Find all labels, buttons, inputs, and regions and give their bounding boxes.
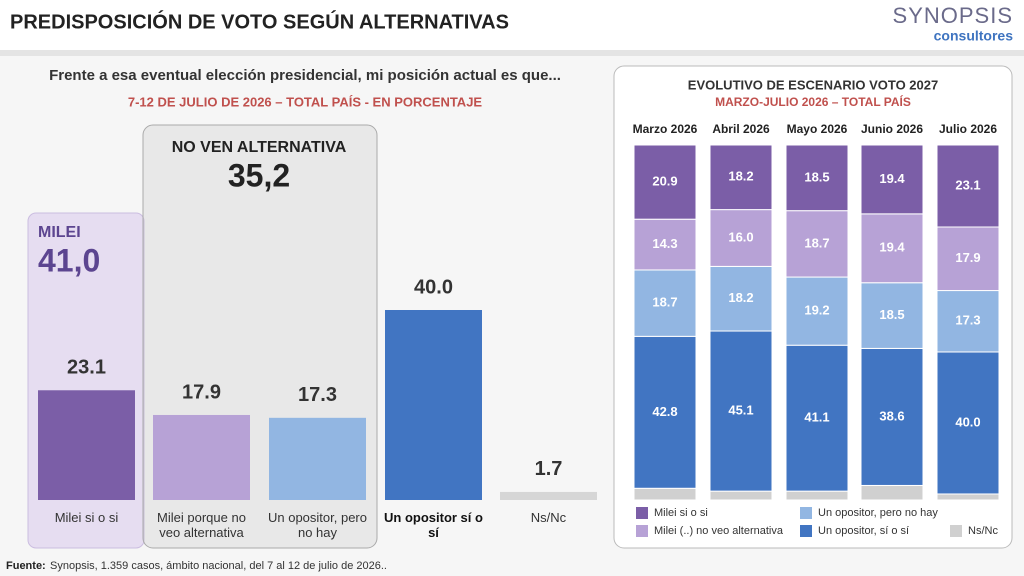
value-label: 17.3 (298, 384, 337, 406)
x-tick-label: Julio 2026 (939, 122, 997, 136)
logo-tagline: consultores (934, 28, 1014, 44)
bar-segment (785, 276, 849, 346)
value-label: 17.9 (955, 250, 980, 265)
bar (153, 414, 250, 500)
legend-label: Milei (..) no veo alternativa (654, 525, 784, 537)
bar-segment (936, 351, 1000, 495)
x-tick-label: Junio 2026 (861, 122, 923, 136)
bar-segment (936, 493, 1000, 501)
x-tick-label: Mayo 2026 (787, 122, 848, 136)
bar-segment (860, 144, 924, 215)
bar-segment (785, 210, 849, 278)
value-label: 17.3 (955, 313, 980, 328)
value-label: 38.6 (879, 408, 904, 423)
category-label: Milei si o si (54, 510, 119, 525)
value-label: 1.7 (535, 458, 563, 480)
header-rule (0, 50, 1024, 56)
bar-segment (860, 282, 924, 349)
value-label: 42.8 (652, 404, 677, 419)
bar-segment (785, 490, 849, 501)
value-label: 19.4 (879, 240, 905, 255)
category-label: Milei porque no veo alternativa (157, 510, 246, 540)
value-label: 23.1 (955, 177, 980, 192)
bar-segment (860, 347, 924, 486)
bar-segment (709, 490, 773, 501)
source-label: Fuente: (6, 560, 46, 572)
legend-swatch (636, 507, 648, 519)
value-label: 19.2 (804, 303, 829, 318)
value-label: 40.0 (955, 414, 980, 429)
value-label: 18.7 (804, 235, 829, 250)
milei-total: 41,0 (38, 242, 100, 278)
bar-segment (709, 265, 773, 332)
bar-segment (936, 290, 1000, 353)
legend-label: Milei si o si (654, 507, 708, 519)
page-title: PREDISPOSICIÓN DE VOTO SEGÚN ALTERNATIVA… (10, 9, 509, 33)
value-label: 40.0 (414, 276, 453, 298)
left-title: Frente a esa eventual elección presidenc… (49, 67, 561, 84)
value-label: 18.5 (879, 307, 904, 322)
x-tick-label: Abril 2026 (712, 122, 770, 136)
bar-segment (936, 144, 1000, 228)
bar (385, 310, 482, 500)
bar (269, 417, 366, 500)
value-label: 41.1 (804, 410, 829, 425)
bar-segment (860, 213, 924, 284)
bar-segment (936, 226, 1000, 292)
legend-label: Un opositor, pero no hay (818, 507, 938, 519)
value-label: 18.5 (804, 169, 829, 184)
value-label: 18.2 (728, 169, 753, 184)
bar-segment (709, 144, 773, 211)
right-title: EVOLUTIVO DE ESCENARIO VOTO 2027 (688, 77, 938, 92)
value-label: 18.7 (652, 295, 677, 310)
bar-segment (785, 144, 849, 212)
value-label: 19.4 (879, 171, 905, 186)
category-label: Ns/Nc (530, 510, 567, 525)
right-subtitle: MARZO-JULIO 2026 – TOTAL PAÍS (715, 94, 911, 109)
legend-swatch (950, 525, 962, 537)
header-bg (0, 0, 1024, 50)
milei-label: MILEI (38, 224, 81, 241)
value-label: 45.1 (728, 403, 753, 418)
bar-segment (860, 484, 924, 501)
x-tick-label: Marzo 2026 (633, 122, 698, 136)
left-subtitle: 7-12 DE JULIO DE 2026 – TOTAL PAÍS - EN … (128, 94, 483, 109)
legend-swatch (800, 507, 812, 519)
bar-segment (709, 209, 773, 267)
value-label: 16.0 (728, 229, 753, 244)
value-label: 23.1 (67, 357, 106, 379)
bar-segment (709, 330, 773, 492)
legend-label: Ns/Nc (968, 525, 998, 537)
legend-swatch (636, 525, 648, 537)
category-label: Un opositor sí o sí (384, 510, 483, 540)
source-text: Synopsis, 1.359 casos, ámbito nacional, … (50, 560, 387, 572)
bar-segment (633, 144, 697, 220)
logo-name: SYNOPSIS (893, 3, 1013, 28)
no-alternativa-label: NO VEN ALTERNATIVA (172, 139, 347, 156)
category-label: Un opositor, pero no hay (267, 510, 367, 540)
no-alternativa-total: 35,2 (228, 157, 290, 193)
value-label: 17.9 (182, 381, 221, 403)
value-label: 18.2 (728, 290, 753, 305)
bar (500, 491, 597, 500)
bar-segment (633, 487, 697, 501)
value-label: 14.3 (652, 236, 677, 251)
value-label: 20.9 (652, 174, 677, 189)
legend-label: Un opositor, sí o sí (818, 525, 909, 537)
bar-segment (633, 335, 697, 489)
bar (38, 390, 135, 500)
legend-swatch (800, 525, 812, 537)
